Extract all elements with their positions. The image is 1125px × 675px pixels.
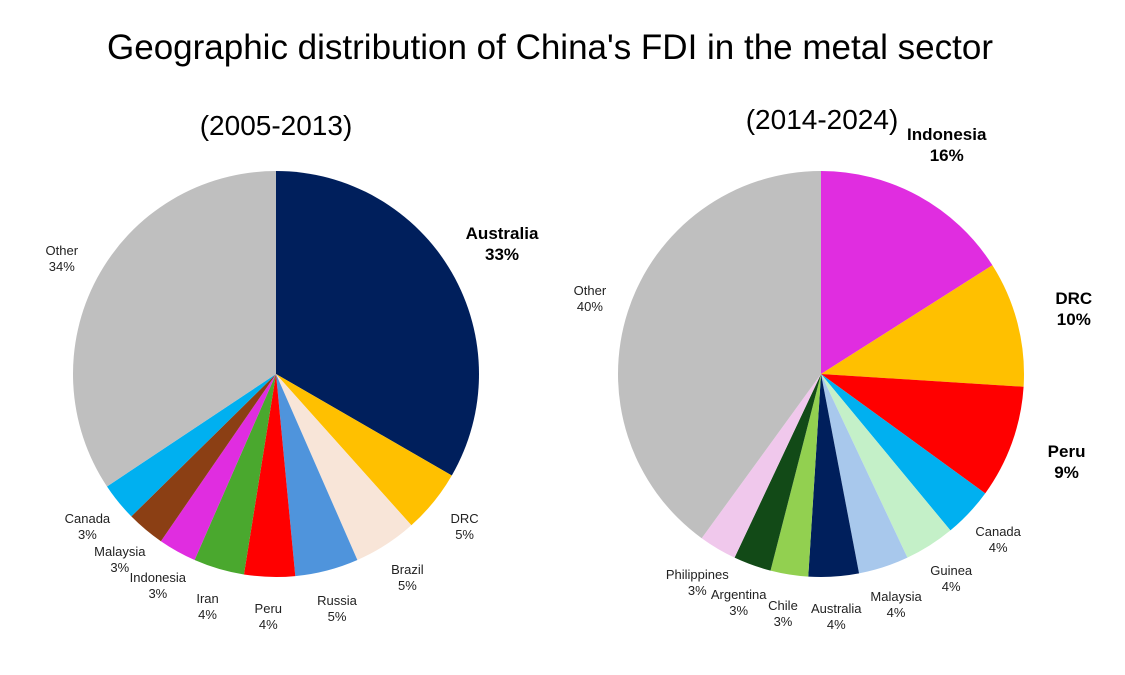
slice-label-name: Iran: [196, 591, 219, 607]
slice-label-value: 40%: [576, 298, 603, 314]
slice-label-name: Indonesia: [907, 125, 987, 145]
slice-label-value: 3%: [110, 560, 130, 576]
pie-slice-peru: [243, 374, 296, 577]
slice-label-name: Australia: [810, 600, 862, 616]
slice-label-other: Other 40%: [574, 283, 607, 315]
slice-label-indonesia: Indonesia 16%: [907, 124, 986, 166]
slice-label-philippines: Philippines 3%: [666, 567, 729, 599]
slice-label-iran: Iran 4%: [196, 591, 218, 623]
slice-label-value: 3%: [773, 614, 793, 629]
slice-label-value: 16%: [929, 146, 964, 166]
slice-label-name: Argentina: [710, 586, 767, 602]
slice-label-name: Other: [573, 282, 607, 298]
slice-label-value: 5%: [455, 527, 474, 543]
pie-slice-guinea: [821, 374, 951, 558]
slice-label-other: Other 34%: [46, 243, 79, 275]
slice-label-chile: Chile 3%: [768, 598, 798, 630]
slice-label-value: 5%: [397, 578, 417, 594]
pie-slice-drc: [276, 374, 452, 526]
slice-label-name: Chile: [768, 598, 798, 613]
slice-label-name: Other: [45, 243, 79, 259]
pie-slice-iran: [194, 374, 276, 575]
pie-slice-brazil: [276, 374, 412, 560]
slice-label-value: 4%: [198, 607, 217, 623]
pie-slice-malaysia: [821, 374, 908, 574]
slice-label-name: DRC: [1055, 289, 1093, 309]
right-pie-subtitle: (2014-2024): [745, 104, 899, 135]
slice-label-name: Canada: [64, 511, 111, 527]
slice-label-value: 3%: [729, 602, 749, 618]
slice-label-value: 3%: [77, 527, 97, 543]
pie-slice-peru: [821, 374, 1024, 494]
slice-label-value: 34%: [48, 259, 75, 275]
slice-label-name: Canada: [975, 524, 1021, 540]
slice-label-drc: DRC 10%: [1055, 288, 1092, 330]
slice-label-russia: Russia 5%: [317, 593, 357, 625]
pie-slice-philippines: [701, 374, 821, 558]
pie-slice-other: [73, 171, 276, 487]
pie-slice-argentina: [734, 374, 821, 571]
slice-label-value: 33%: [485, 244, 520, 264]
slice-label-value: 4%: [258, 616, 278, 632]
slice-label-malaysia: Malaysia 3%: [94, 544, 145, 576]
slice-label-australia: Australia 4%: [811, 601, 862, 633]
slice-label-value: 3%: [148, 586, 168, 602]
pie-slice-indonesia: [160, 374, 276, 560]
slice-label-peru: Peru 4%: [255, 601, 282, 633]
slice-label-name: Guinea: [930, 563, 973, 579]
slice-label-value: 3%: [687, 583, 707, 599]
slice-label-value: 4%: [826, 616, 846, 632]
slice-label-name: Philippines: [665, 567, 729, 583]
chart-title: Geographic distribution of China's FDI i…: [107, 28, 993, 67]
slice-label-name: Brazil: [391, 562, 424, 578]
slice-label-value: 4%: [886, 605, 906, 621]
slice-label-indonesia: Indonesia 3%: [130, 570, 186, 602]
slice-label-name: Malaysia: [94, 544, 146, 560]
slice-label-argentina: Argentina 3%: [711, 587, 767, 619]
pie-slice-drc: [821, 265, 1025, 387]
slice-label-canada: Canada 4%: [975, 524, 1021, 556]
slice-label-value: 4%: [988, 540, 1008, 556]
slice-label-name: Russia: [317, 593, 357, 609]
left-pie-subtitle: (2005-2013): [199, 110, 353, 141]
slice-label-name: Peru: [254, 600, 283, 616]
pie-slice-australia: [276, 171, 480, 476]
slice-label-brazil: Brazil 5%: [391, 562, 424, 594]
slice-label-peru: Peru 9%: [1048, 441, 1086, 483]
slice-label-name: DRC: [450, 511, 479, 527]
slice-label-drc: DRC 5%: [451, 511, 479, 543]
pie-slice-malaysia: [131, 374, 276, 542]
slice-label-malaysia: Malaysia 4%: [870, 589, 921, 621]
slice-label-name: Australia: [465, 223, 539, 243]
slice-label-canada: Canada 3%: [65, 511, 111, 543]
pie-slice-canada: [821, 374, 986, 531]
slice-label-name: Indonesia: [129, 570, 187, 586]
slice-label-value: 4%: [941, 579, 961, 595]
slice-label-name: Peru: [1047, 442, 1086, 462]
slice-label-value: 9%: [1054, 463, 1079, 483]
pie-slice-australia: [808, 374, 860, 577]
slice-label-value: 10%: [1056, 310, 1091, 330]
pie-slice-chile: [770, 374, 821, 577]
slice-label-australia: Australia 33%: [466, 223, 539, 265]
slice-label-value: 5%: [327, 609, 347, 625]
pie-slice-canada: [106, 374, 277, 517]
slice-label-guinea: Guinea 4%: [930, 563, 972, 595]
slice-label-name: Malaysia: [870, 589, 922, 605]
pie-slice-indonesia: [821, 171, 993, 374]
pie-slice-other: [617, 171, 821, 539]
pie-slice-russia: [276, 374, 358, 577]
